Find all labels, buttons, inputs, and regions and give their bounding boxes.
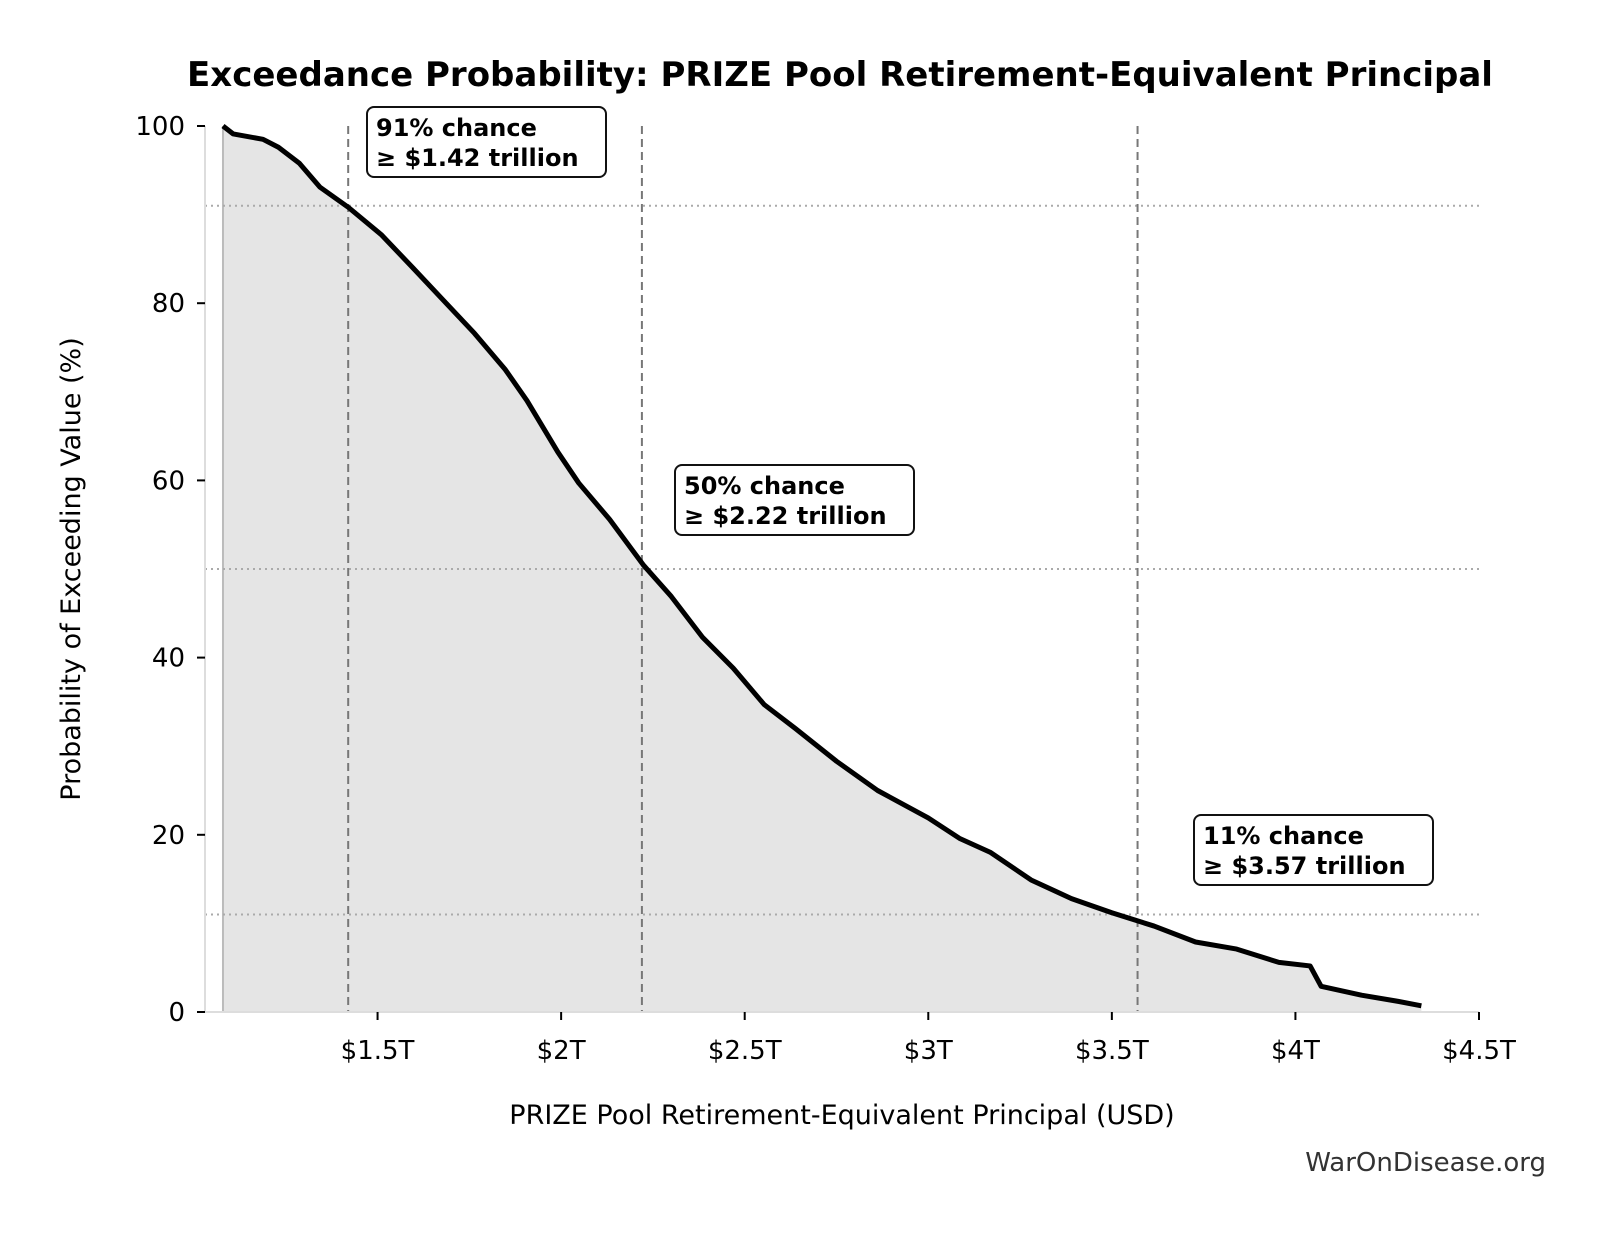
x-tick-label: $2.5T: [708, 1036, 782, 1066]
x-tick-label: $4T: [1271, 1036, 1320, 1066]
x-tick-label: $3.5T: [1075, 1036, 1149, 1066]
x-axis-label: PRIZE Pool Retirement-Equivalent Princip…: [509, 1100, 1174, 1131]
x-tick-label: $3T: [904, 1036, 953, 1066]
x-tick-label: $2T: [537, 1036, 586, 1066]
x-tick-label: $4.5T: [1442, 1036, 1516, 1066]
annotation-line2: ≥ $3.57 trillion: [1203, 852, 1406, 880]
annotation-line2: ≥ $1.42 trillion: [376, 144, 579, 172]
area-fill: [222, 126, 1422, 1012]
annotation-line1: 91% chance: [376, 114, 537, 142]
y-tick-label: 20: [152, 821, 185, 851]
annotation-box-1: [674, 464, 915, 536]
watermark: WarOnDisease.org: [1305, 1148, 1546, 1178]
annotation-box-2: [1193, 814, 1434, 886]
annotation-box-0: [366, 106, 607, 178]
annotation-line1: 11% chance: [1203, 822, 1364, 850]
x-tick-label: $1.5T: [341, 1036, 415, 1066]
y-axis-label: Probability of Exceeding Value (%): [56, 337, 87, 800]
y-tick-label: 0: [168, 998, 185, 1028]
exceedance-curve: [221, 124, 1422, 1009]
y-tick-label: 60: [152, 466, 185, 496]
y-tick-label: 100: [135, 112, 185, 142]
y-tick-label: 80: [152, 289, 185, 319]
annotation-line1: 50% chance: [684, 472, 845, 500]
annotation-line2: ≥ $2.22 trillion: [684, 502, 887, 530]
y-tick-label: 40: [152, 644, 185, 674]
chart-title: Exceedance Probability: PRIZE Pool Retir…: [187, 55, 1493, 95]
